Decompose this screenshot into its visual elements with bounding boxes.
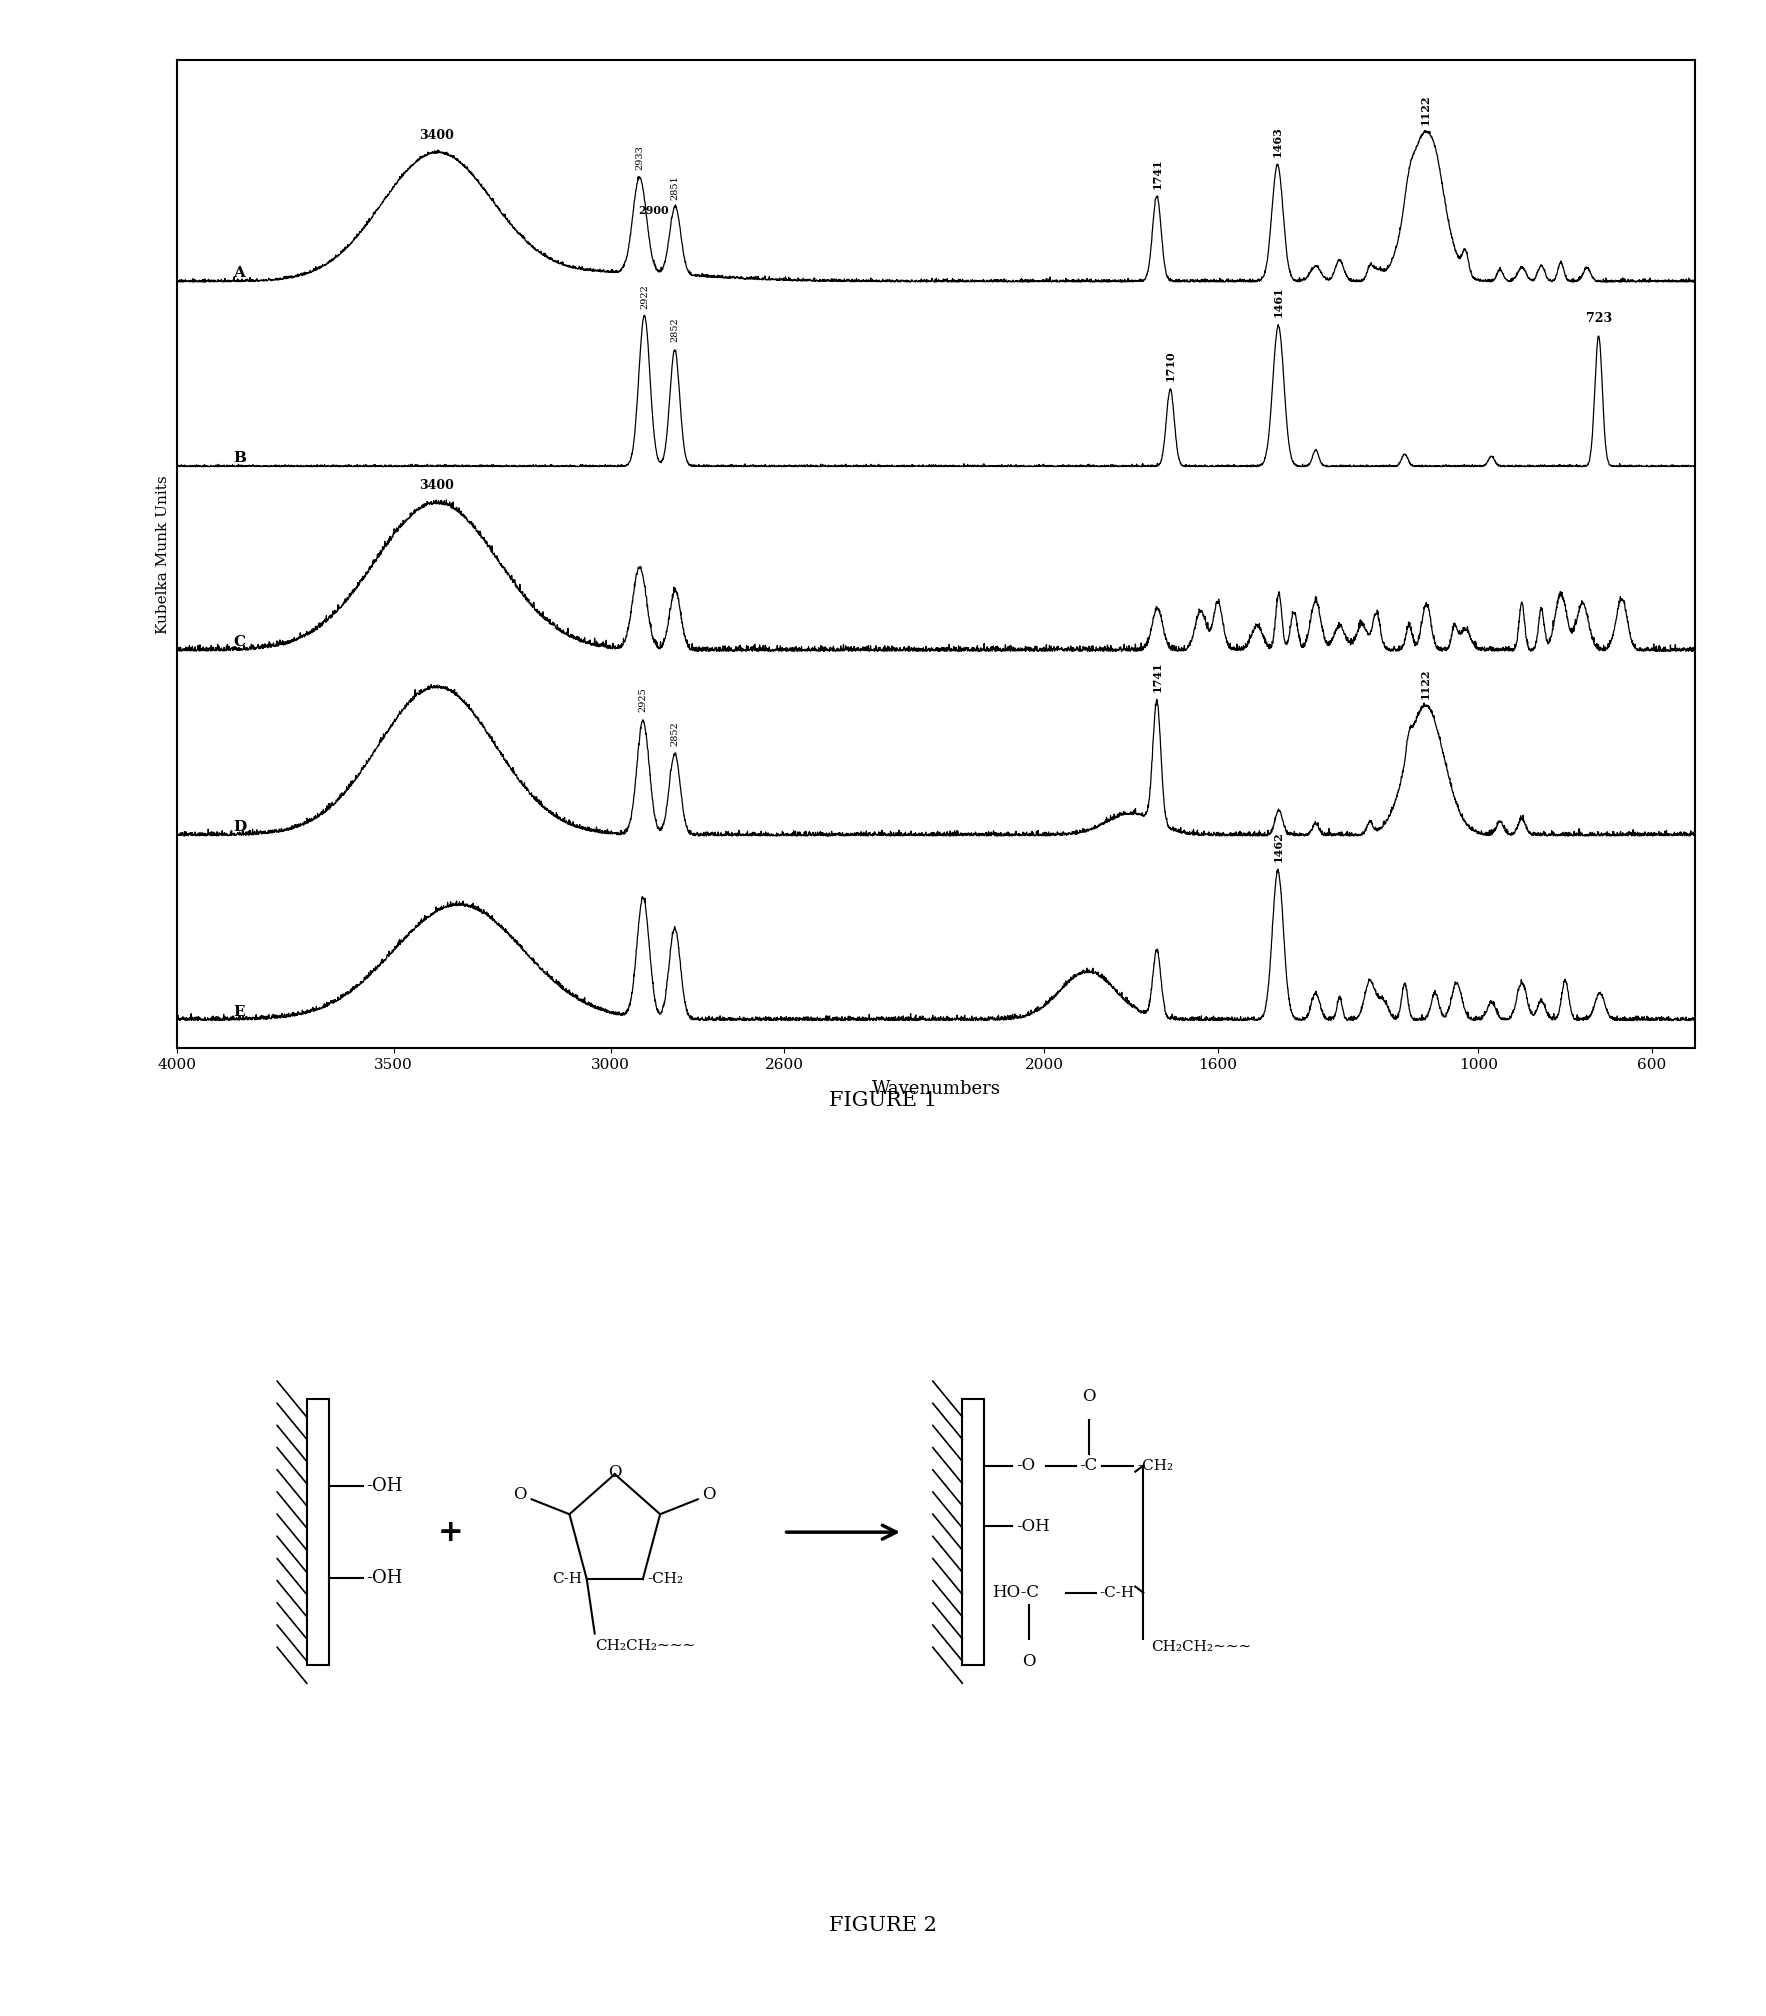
Text: C-H: C-H bbox=[551, 1572, 581, 1587]
Text: 723: 723 bbox=[1586, 312, 1612, 325]
Text: -OH: -OH bbox=[367, 1568, 403, 1587]
Text: C: C bbox=[233, 635, 245, 649]
Text: -O: -O bbox=[1015, 1458, 1035, 1474]
Polygon shape bbox=[962, 1399, 984, 1665]
Text: 1710: 1710 bbox=[1166, 351, 1176, 381]
Text: D: D bbox=[233, 821, 245, 835]
Y-axis label: Kubelka Munk Units: Kubelka Munk Units bbox=[155, 476, 170, 633]
Text: -C: -C bbox=[1079, 1458, 1098, 1474]
Text: A: A bbox=[233, 266, 245, 280]
Text: O: O bbox=[514, 1486, 526, 1504]
Text: -OH: -OH bbox=[1015, 1518, 1049, 1534]
Text: -C-H: -C-H bbox=[1100, 1587, 1136, 1599]
Text: 2852: 2852 bbox=[671, 319, 680, 343]
Text: -CH₂: -CH₂ bbox=[1137, 1460, 1173, 1472]
Text: +: + bbox=[438, 1518, 464, 1546]
Polygon shape bbox=[307, 1399, 328, 1665]
Text: 1463: 1463 bbox=[1272, 127, 1282, 157]
Text: 2922: 2922 bbox=[639, 284, 648, 308]
Text: 1741: 1741 bbox=[1151, 661, 1162, 691]
Text: CH₂CH₂∼∼∼: CH₂CH₂∼∼∼ bbox=[595, 1639, 696, 1653]
Text: HO-C: HO-C bbox=[992, 1585, 1038, 1601]
Text: 1122: 1122 bbox=[1420, 669, 1430, 700]
Text: B: B bbox=[233, 452, 245, 466]
Text: O: O bbox=[608, 1464, 622, 1482]
Text: 1462: 1462 bbox=[1273, 831, 1284, 861]
Text: 2852: 2852 bbox=[671, 722, 680, 746]
Text: 2900: 2900 bbox=[639, 206, 669, 216]
Text: FIGURE 2: FIGURE 2 bbox=[828, 1915, 938, 1935]
Text: E: E bbox=[233, 1004, 245, 1018]
Text: 1461: 1461 bbox=[1273, 286, 1284, 317]
Text: 2925: 2925 bbox=[639, 687, 648, 712]
Text: 3400: 3400 bbox=[420, 480, 454, 492]
Text: 2933: 2933 bbox=[636, 145, 645, 169]
Text: 3400: 3400 bbox=[420, 129, 454, 141]
Text: O: O bbox=[1083, 1389, 1095, 1405]
Text: -OH: -OH bbox=[367, 1478, 403, 1496]
Text: 1122: 1122 bbox=[1420, 95, 1430, 125]
X-axis label: Wavenumbers: Wavenumbers bbox=[872, 1081, 1000, 1099]
Text: CH₂CH₂∼∼∼: CH₂CH₂∼∼∼ bbox=[1151, 1641, 1252, 1653]
Text: 2851: 2851 bbox=[671, 175, 680, 200]
Text: O: O bbox=[703, 1486, 715, 1504]
Text: -CH₂: -CH₂ bbox=[648, 1572, 683, 1587]
Text: 1741: 1741 bbox=[1151, 159, 1162, 190]
Text: FIGURE 1: FIGURE 1 bbox=[828, 1091, 938, 1111]
Text: O: O bbox=[1023, 1653, 1037, 1669]
